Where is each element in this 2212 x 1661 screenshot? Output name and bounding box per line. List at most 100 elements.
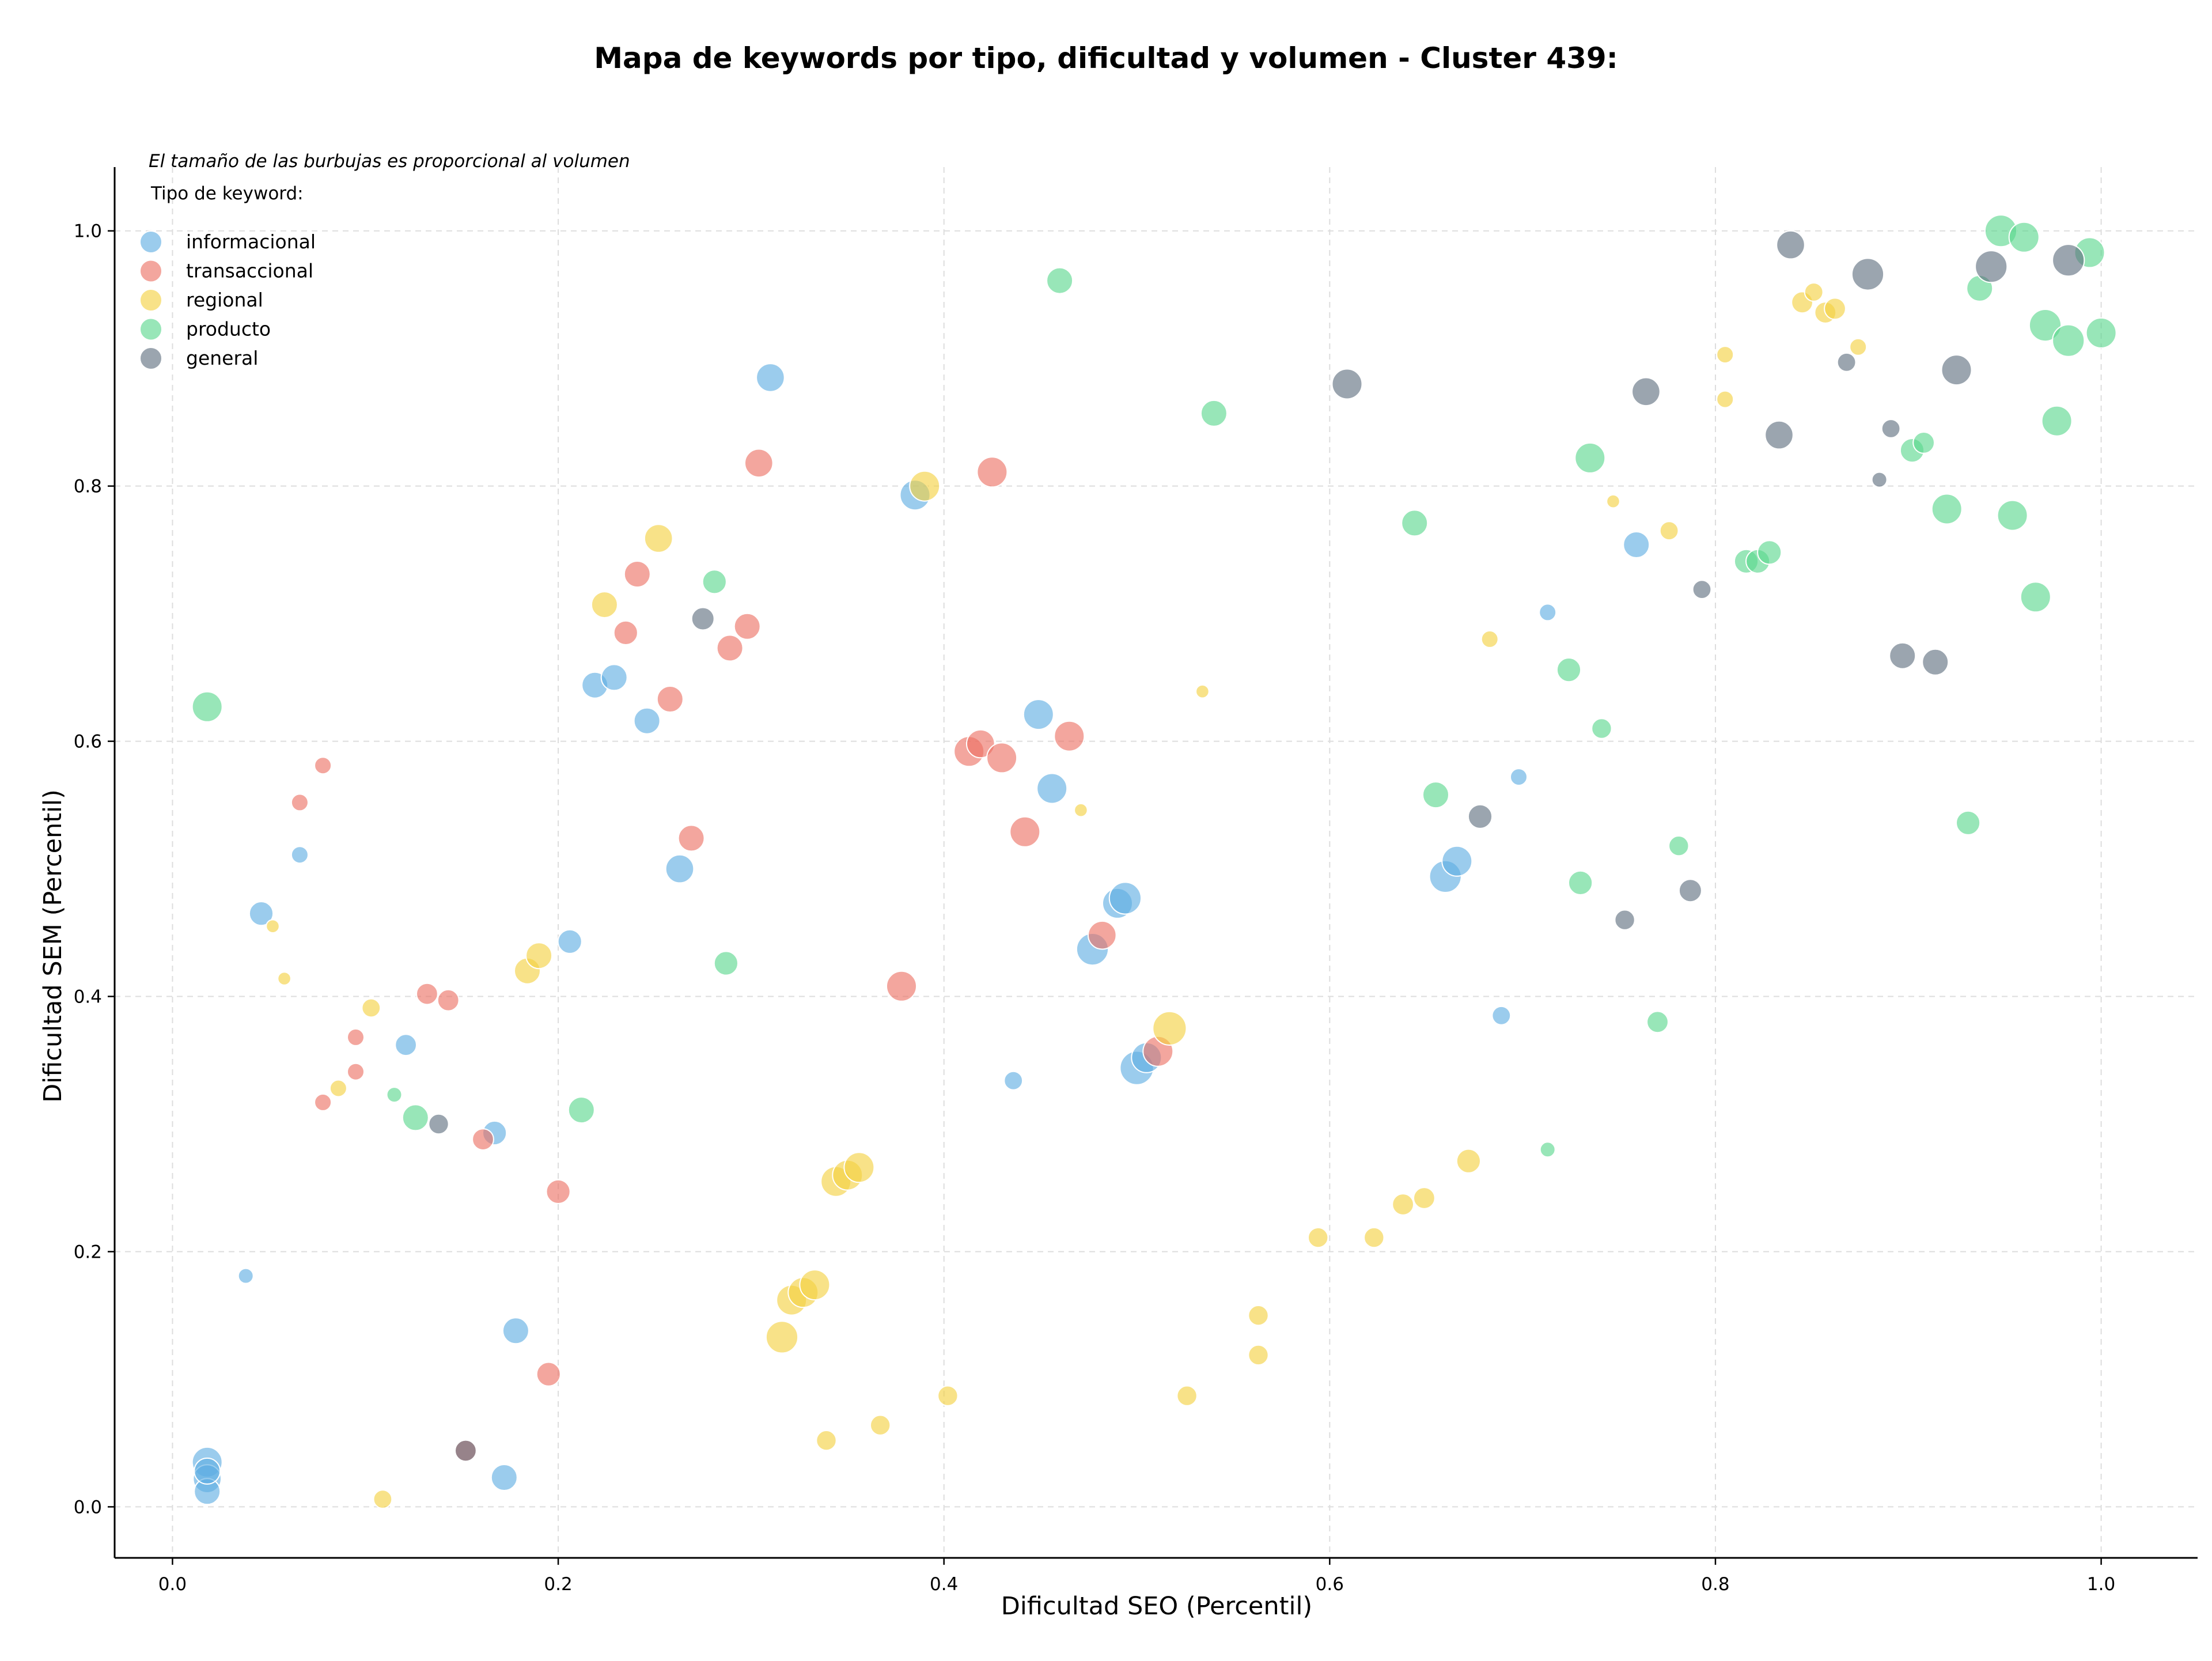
bubble-producto-21 — [1912, 432, 1936, 454]
bubble-producto-16 — [1668, 835, 1690, 857]
bubble-producto-14 — [1591, 718, 1612, 739]
x-tick-label: 1.0 — [2087, 1574, 2115, 1595]
bubble-informacional-6 — [290, 846, 309, 864]
axes — [108, 167, 2198, 1565]
bubble-producto-22 — [1931, 493, 1963, 525]
bubble-producto-33 — [2085, 317, 2117, 349]
bubble-producto-29 — [2028, 309, 2062, 342]
bubble-transaccional-20 — [966, 729, 995, 759]
bubble-informacional-15 — [665, 854, 695, 884]
bubble-producto-31 — [2052, 324, 2085, 357]
bubble-regional-19 — [937, 1385, 959, 1406]
bubble-transaccional-12 — [613, 620, 638, 646]
bubble-regional-8 — [643, 524, 673, 553]
bubble-regional-40 — [1849, 338, 1868, 356]
bubble-transaccional-21 — [976, 456, 1008, 488]
bubble-general-10 — [1776, 230, 1805, 260]
bubble-general-7 — [1678, 879, 1702, 903]
bubble-regional-1 — [277, 971, 291, 986]
bubble-regional-33 — [1659, 521, 1679, 541]
bubble-general-11 — [1836, 352, 1857, 372]
bubble-transaccional-11 — [623, 561, 651, 588]
bubble-regional-29 — [1413, 1187, 1435, 1209]
bubble-general-15 — [1889, 642, 1916, 669]
bubble-transaccional-17 — [744, 448, 774, 478]
bubble-producto-27 — [2008, 221, 2040, 253]
bubble-producto-19 — [1757, 540, 1782, 565]
chart-title: Mapa de keywords por tipo, dificultad y … — [594, 41, 1618, 75]
y-tick-label: 0.4 — [74, 987, 102, 1008]
bubble-transaccional-13 — [656, 686, 684, 713]
bubble-producto-13 — [1574, 442, 1606, 474]
bubble-transaccional-23 — [1009, 816, 1041, 847]
bubble-regional-34 — [1716, 346, 1734, 364]
legend-label-regional: regional — [186, 289, 263, 311]
bubble-general-13 — [1871, 471, 1888, 488]
bubble-regional-20 — [1074, 803, 1088, 818]
bubble-regional-28 — [1392, 1193, 1415, 1216]
bubble-producto-10 — [1539, 1141, 1556, 1158]
tick-labels: 0.0 0.2 0.4 0.6 0.8 1.0 0.0 0.2 0.4 0.6 0.8 1.0 — [74, 221, 2116, 1595]
bubble-producto-0 — [191, 691, 223, 722]
bubble-transaccional-1 — [290, 793, 309, 812]
y-tick-label: 0.2 — [74, 1242, 102, 1262]
bubble-general-4 — [1467, 804, 1493, 829]
bubble-regional-35 — [1716, 390, 1734, 408]
bubble-regional-0 — [266, 919, 280, 933]
bubble-regional-31 — [1480, 630, 1499, 648]
bubble-producto-5 — [713, 951, 739, 976]
legend: El tamaño de las burbujas es proporciona… — [139, 151, 630, 370]
bubble-transaccional-3 — [347, 1062, 365, 1081]
bubble-general-1 — [454, 1439, 477, 1462]
bubble-producto-12 — [1568, 870, 1593, 896]
bubble-producto-15 — [1646, 1011, 1669, 1034]
bubble-regional-39 — [1824, 297, 1846, 320]
legend-marker-general — [139, 347, 162, 370]
y-axis-label: Dificultad SEM (Percentil) — [39, 789, 67, 1103]
bubble-general-9 — [1764, 420, 1794, 450]
bubble-producto-2 — [402, 1104, 429, 1132]
bubble-regional-2 — [361, 998, 381, 1018]
bubble-regional-17 — [870, 1414, 891, 1436]
bubble-producto-7 — [1200, 399, 1228, 427]
bubble-informacional-30 — [1539, 603, 1557, 622]
bubble-general-3 — [1331, 368, 1363, 400]
y-tick-label: 0.6 — [74, 732, 102, 752]
legend-label-general: general — [186, 347, 258, 369]
legend-marker-transaccional — [139, 259, 162, 283]
bubble-general-16 — [1922, 648, 1949, 676]
bubble-regional-3 — [329, 1079, 347, 1098]
bubble-informacional-11 — [557, 929, 582, 954]
bubble-regional-25 — [1248, 1344, 1269, 1366]
bubble-informacional-5 — [248, 901, 274, 926]
bubble-regional-4 — [373, 1489, 393, 1509]
bubble-informacional-3 — [194, 1457, 221, 1485]
bubble-informacional-28 — [1491, 1005, 1512, 1026]
bubble-general-17 — [1941, 354, 1972, 386]
bubble-regional-23 — [1195, 684, 1210, 699]
bubble-transaccional-6 — [437, 989, 460, 1012]
y-tick-label: 0.0 — [74, 1497, 102, 1518]
bubble-general-0 — [428, 1113, 449, 1135]
bubble-transaccional-0 — [314, 756, 332, 775]
legend-items: informacional transaccional regional produc… — [139, 230, 316, 370]
y-tick-label: 1.0 — [74, 221, 102, 242]
bubble-general-12 — [1851, 258, 1885, 291]
bubble-general-19 — [2052, 244, 2085, 277]
bubble-informacional-19 — [1022, 699, 1054, 731]
y-tick-label: 0.8 — [74, 476, 102, 497]
bubble-informacional-20 — [1036, 773, 1068, 804]
bubble-regional-27 — [1363, 1227, 1385, 1248]
bubble-transaccional-16 — [733, 612, 761, 640]
bubble-transaccional-9 — [536, 1361, 561, 1387]
bubble-regional-18 — [909, 470, 941, 502]
bubble-transaccional-22 — [986, 742, 1018, 774]
bubble-general-18 — [1975, 250, 2008, 283]
x-tick-label: 0.8 — [1701, 1574, 1729, 1595]
bubble-producto-6 — [1046, 267, 1074, 294]
bubble-regional-13 — [816, 1430, 837, 1451]
legend-marker-informacional — [139, 230, 162, 253]
bubble-regional-37 — [1804, 282, 1824, 302]
bubble-informacional-29 — [1510, 768, 1528, 786]
